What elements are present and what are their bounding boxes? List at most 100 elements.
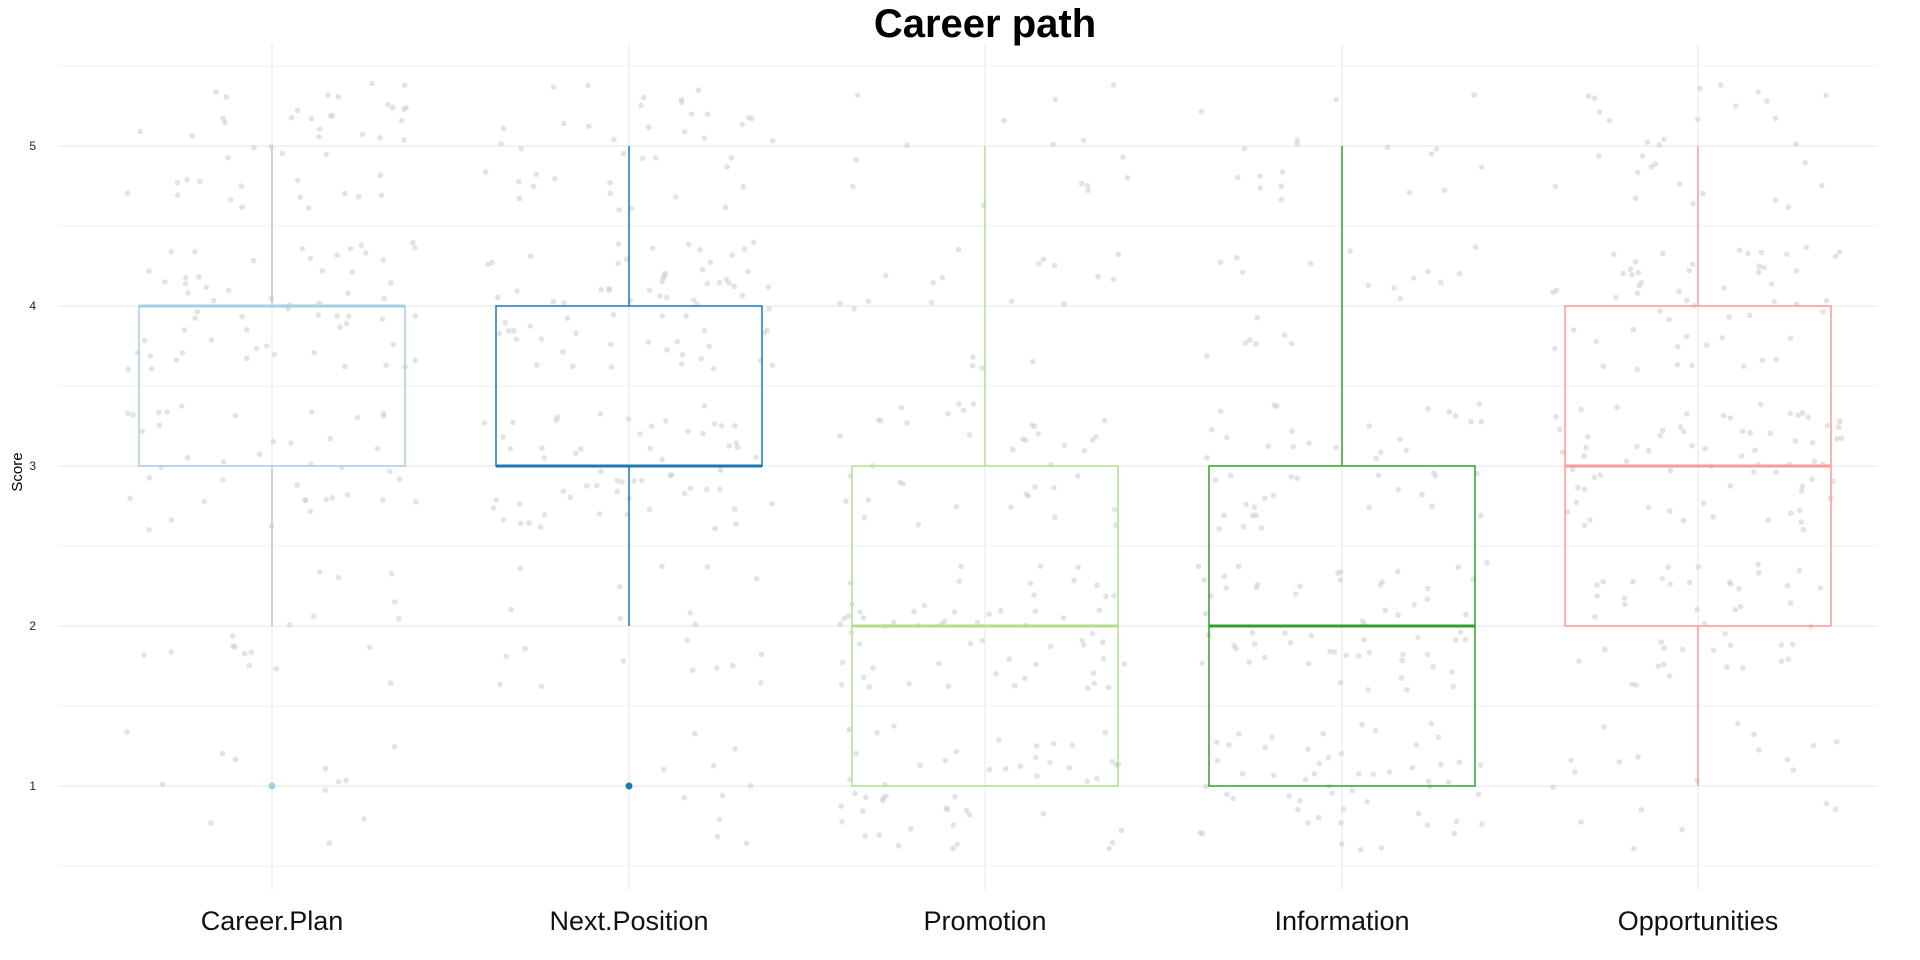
jitter-point: [1209, 426, 1215, 433]
jitter-point: [1784, 756, 1791, 763]
jitter-point: [1471, 92, 1477, 98]
jitter-point: [1741, 363, 1747, 370]
jitter-point: [355, 193, 362, 200]
jitter-point: [127, 495, 133, 502]
jitter-point: [628, 205, 635, 212]
jitter-point: [1792, 438, 1799, 444]
jitter-point: [139, 428, 145, 435]
jitter-point: [1657, 432, 1664, 439]
jitter-point: [1740, 665, 1746, 671]
jitter-point: [1011, 682, 1018, 689]
jitter-point: [1221, 573, 1228, 580]
jitter-point: [389, 104, 396, 111]
jitter-point: [374, 445, 381, 452]
jitter-point: [952, 793, 958, 800]
jitter-point: [1061, 301, 1067, 308]
jitter-point: [1349, 787, 1355, 794]
jitter-point: [617, 615, 624, 622]
jitter-point: [764, 327, 770, 334]
jitter-point: [503, 653, 510, 660]
jitter-point: [1001, 117, 1007, 124]
jitter-point: [1198, 108, 1205, 115]
jitter-point: [1478, 512, 1484, 519]
jitter-point: [1035, 431, 1041, 437]
jitter-point: [1430, 470, 1437, 476]
jitter-point: [500, 125, 507, 132]
jitter-point: [1288, 474, 1294, 480]
jitter-point: [712, 525, 718, 532]
jitter-point: [1395, 612, 1401, 618]
jitter-point: [607, 190, 614, 197]
jitter-point: [178, 403, 185, 409]
jitter-point: [1395, 487, 1401, 493]
jitter-point: [1572, 769, 1578, 775]
jitter-point: [493, 497, 500, 504]
jitter-point: [554, 414, 561, 421]
jitter-point: [1409, 764, 1416, 771]
jitter-point: [1702, 621, 1708, 627]
jitter-point: [1027, 580, 1034, 587]
jitter-point: [751, 239, 757, 245]
jitter-point: [1836, 418, 1843, 425]
jitter-point: [615, 260, 621, 267]
jitter-point: [380, 497, 386, 503]
jitter-point: [1799, 410, 1806, 416]
jitter-point: [1217, 259, 1224, 266]
jitter-point: [253, 345, 260, 352]
jitter-point: [1060, 615, 1067, 621]
jitter-point: [1335, 570, 1341, 576]
jitter-point: [1787, 335, 1794, 342]
jitter-point: [1597, 472, 1604, 478]
jitter-point: [244, 355, 250, 362]
jitter-point: [610, 311, 617, 318]
jitter-point: [1686, 267, 1692, 274]
jitter-point: [689, 667, 696, 673]
jitter-point: [303, 497, 309, 504]
jitter-point: [174, 180, 180, 186]
jitter-point: [648, 423, 655, 429]
jitter-point: [361, 816, 367, 822]
x-tick-label: Next.Position: [549, 906, 708, 936]
jitter-point: [1475, 791, 1482, 798]
jitter-point: [1758, 401, 1764, 408]
jitter-point: [1243, 501, 1249, 508]
jitter-point: [1425, 405, 1431, 412]
box-career-plan: [138, 146, 406, 790]
jitter-point: [722, 204, 729, 211]
jitter-point: [1031, 592, 1037, 598]
jitter-point: [1236, 731, 1242, 737]
jitter-point: [316, 134, 322, 140]
jitter-point: [515, 178, 522, 185]
jitter-point: [511, 327, 517, 334]
jitter-point: [627, 297, 633, 304]
jitter-point: [1680, 428, 1687, 435]
jitter-point: [354, 414, 361, 421]
jitter-point: [596, 511, 603, 517]
jitter-point: [1614, 404, 1620, 410]
jitter-point: [1484, 560, 1490, 566]
jitter-point: [307, 508, 314, 515]
jitter-point: [880, 795, 886, 801]
jitter-point: [256, 451, 263, 457]
jitter-point: [1550, 784, 1556, 790]
jitter-point: [1105, 684, 1112, 691]
jitter-point: [1115, 251, 1122, 258]
jitter-point: [1066, 765, 1073, 771]
jitter-point: [1593, 338, 1599, 345]
jitter-point: [1032, 754, 1039, 761]
jitter-point: [583, 483, 590, 489]
jitter-point: [533, 362, 540, 368]
jitter-point: [1667, 581, 1673, 587]
jitter-point: [1290, 443, 1296, 450]
jitter-point: [1100, 655, 1107, 662]
jitter-point: [974, 619, 981, 626]
jitter-point: [1627, 266, 1634, 273]
jitter-point: [967, 640, 974, 647]
jitter-point: [1305, 660, 1312, 667]
jitter-point: [1311, 771, 1317, 777]
jitter-point: [1798, 488, 1805, 494]
jitter-point: [839, 659, 846, 666]
jitter-point: [1575, 484, 1581, 491]
outlier-point: [625, 782, 633, 790]
jitter-point: [1756, 269, 1762, 275]
